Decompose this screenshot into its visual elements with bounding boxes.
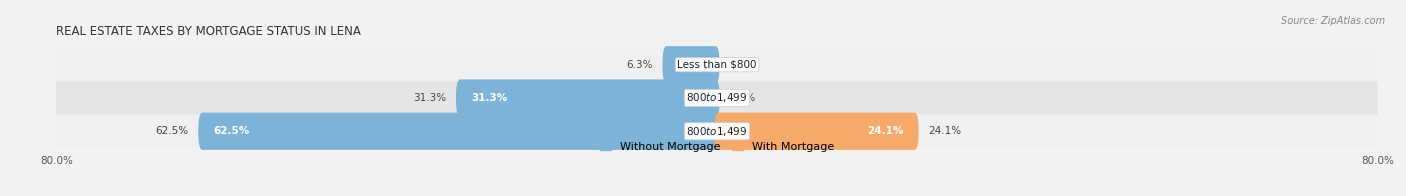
- FancyBboxPatch shape: [39, 81, 1395, 115]
- Text: $800 to $1,499: $800 to $1,499: [686, 125, 748, 138]
- Text: Source: ZipAtlas.com: Source: ZipAtlas.com: [1281, 16, 1385, 26]
- Text: 0.0%: 0.0%: [730, 93, 755, 103]
- Text: 31.3%: 31.3%: [413, 93, 446, 103]
- Legend: Without Mortgage, With Mortgage: Without Mortgage, With Mortgage: [596, 137, 838, 156]
- Text: REAL ESTATE TAXES BY MORTGAGE STATUS IN LENA: REAL ESTATE TAXES BY MORTGAGE STATUS IN …: [56, 25, 361, 38]
- FancyBboxPatch shape: [39, 115, 1395, 148]
- Text: $800 to $1,499: $800 to $1,499: [686, 92, 748, 104]
- Text: 6.3%: 6.3%: [626, 60, 652, 70]
- Text: 62.5%: 62.5%: [155, 126, 188, 136]
- FancyBboxPatch shape: [198, 113, 720, 150]
- Text: 0.0%: 0.0%: [730, 60, 755, 70]
- FancyBboxPatch shape: [39, 48, 1395, 81]
- Text: Less than $800: Less than $800: [678, 60, 756, 70]
- Text: 62.5%: 62.5%: [214, 126, 249, 136]
- FancyBboxPatch shape: [714, 113, 918, 150]
- Text: 24.1%: 24.1%: [928, 126, 962, 136]
- Text: 24.1%: 24.1%: [868, 126, 904, 136]
- Text: 31.3%: 31.3%: [471, 93, 508, 103]
- FancyBboxPatch shape: [456, 79, 720, 117]
- FancyBboxPatch shape: [662, 46, 720, 83]
